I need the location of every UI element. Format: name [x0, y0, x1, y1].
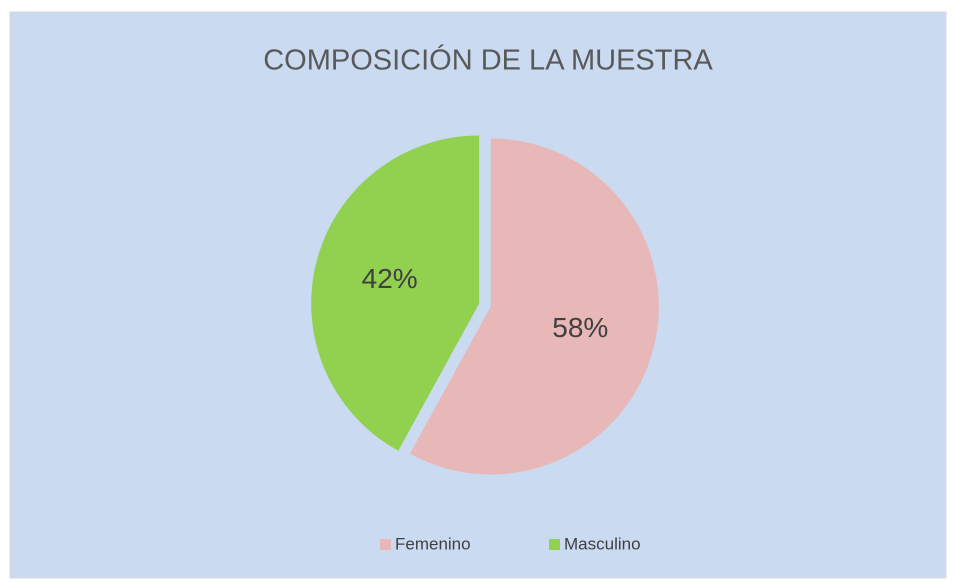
data-label: 42%: [362, 263, 418, 294]
legend-label: Femenino: [395, 534, 471, 553]
data-label: 58%: [552, 312, 608, 343]
pie-slice: [409, 138, 659, 475]
pie-slice: [311, 135, 480, 451]
chart-title: COMPOSICIÓN DE LA MUESTRA: [263, 44, 713, 77]
legend-label: Masculino: [564, 534, 641, 553]
legend-swatch: [380, 539, 391, 550]
legend-swatch: [549, 539, 560, 550]
